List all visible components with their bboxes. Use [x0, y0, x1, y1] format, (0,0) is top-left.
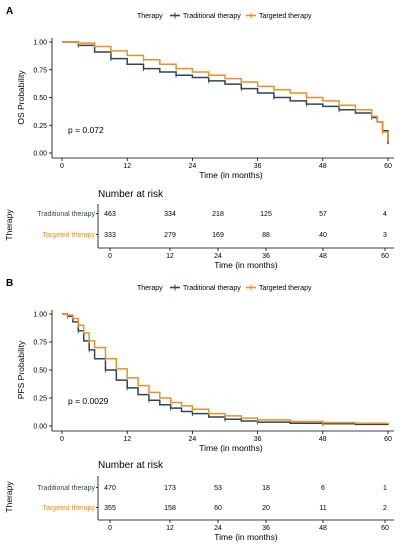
y-tick-label: 0.00 — [33, 151, 47, 158]
risk-value: 60 — [214, 505, 222, 512]
risk-x-tick-label: 0 — [108, 525, 112, 532]
panel-letter: A — [6, 6, 13, 17]
risk-value: 20 — [262, 505, 270, 512]
risk-x-tick-label: 48 — [319, 253, 327, 260]
risk-x-tick-label: 36 — [262, 525, 270, 532]
risk-axis-title: Therapy — [4, 209, 14, 241]
y-axis-label: OS Probability — [16, 70, 26, 125]
risk-value: 169 — [212, 232, 224, 239]
risk-title: Number at risk — [98, 460, 164, 471]
x-axis-label: Time (in months) — [199, 170, 263, 180]
risk-value: 218 — [212, 211, 224, 218]
legend-title: Therapy — [137, 13, 163, 20]
risk-x-tick-label: 24 — [214, 525, 222, 532]
panel-b: B Therapy Traditional therapy Targeted ther… — [4, 278, 394, 542]
risk-x-tick-label: 36 — [262, 253, 270, 260]
legend-item: Traditional therapy — [183, 285, 241, 292]
risk-value: 470 — [104, 485, 116, 492]
risk-value: 279 — [164, 232, 176, 239]
risk-axis-title: Therapy — [4, 481, 14, 513]
x-tick-label: 60 — [384, 163, 392, 170]
risk-title: Number at risk — [98, 189, 164, 200]
panel-a: A Therapy Traditional therapy Targeted ther… — [4, 6, 394, 270]
risk-table: Number at risk Therapy Traditional therapy… — [4, 460, 394, 542]
risk-x-tick-label: 60 — [381, 525, 389, 532]
y-tick-label: 0.50 — [33, 368, 47, 375]
risk-value: 463 — [104, 211, 116, 218]
risk-value: 88 — [262, 232, 270, 239]
risk-value: 173 — [164, 485, 176, 492]
y-tick-label: 0.75 — [33, 340, 47, 347]
risk-table: Number at risk Therapy Traditional therapy… — [4, 189, 394, 270]
risk-value: 355 — [104, 505, 116, 512]
risk-row-label: Targeted therapy — [42, 232, 95, 239]
risk-value: 40 — [319, 232, 327, 239]
risk-x-axis-label: Time (in months) — [214, 532, 278, 542]
risk-value: 3 — [383, 232, 387, 239]
x-tick-label: 36 — [254, 163, 262, 170]
x-tick-label: 24 — [189, 163, 197, 170]
risk-x-tick-label: 48 — [319, 525, 327, 532]
risk-value: 53 — [214, 485, 222, 492]
p-value: p = 0.0029 — [68, 396, 109, 406]
risk-value: 4 — [383, 211, 387, 218]
risk-value: 125 — [260, 211, 272, 218]
x-tick-label: 0 — [60, 163, 64, 170]
y-axis-label: PFS Probability — [16, 340, 26, 399]
legend-title: Therapy — [137, 285, 163, 292]
y-tick-label: 0.25 — [33, 123, 47, 130]
risk-value: 57 — [319, 211, 327, 218]
legend: Therapy Traditional therapy Targeted thera… — [137, 12, 312, 20]
risk-row-label: Traditional therapy — [37, 485, 95, 492]
x-tick-label: 60 — [384, 436, 392, 443]
risk-x-tick-label: 12 — [166, 525, 174, 532]
y-tick-label: 0.50 — [33, 95, 47, 102]
risk-value: 1 — [383, 485, 387, 492]
risk-value: 333 — [104, 232, 116, 239]
curve-targeted — [62, 313, 389, 424]
y-tick-label: 0.25 — [33, 396, 47, 403]
risk-x-axis-label: Time (in months) — [214, 260, 278, 270]
p-value: p = 0.072 — [68, 125, 104, 135]
legend-item: Targeted therapy — [259, 13, 312, 20]
risk-x-tick-label: 24 — [214, 253, 222, 260]
y-tick-label: 0.00 — [33, 424, 47, 431]
x-tick-label: 36 — [254, 436, 262, 443]
plot-axes: 0.00 0.25 0.50 0.75 1.00 0 12 24 36 48 60 Time (in … — [16, 38, 394, 180]
legend: Therapy Traditional therapy Targeted thera… — [137, 284, 312, 292]
x-tick-label: 48 — [319, 436, 327, 443]
plot-axes: 0.00 0.25 0.50 0.75 1.00 0 12 24 36 48 60 Time (in … — [16, 310, 394, 453]
x-tick-label: 12 — [123, 436, 131, 443]
x-tick-label: 12 — [123, 163, 131, 170]
y-tick-label: 0.75 — [33, 67, 47, 74]
risk-value: 18 — [262, 485, 270, 492]
x-tick-label: 24 — [189, 436, 197, 443]
risk-row-label: Targeted therapy — [42, 505, 95, 512]
risk-value: 6 — [321, 485, 325, 492]
risk-value: 11 — [319, 505, 326, 512]
y-tick-label: 1.00 — [33, 312, 47, 319]
risk-x-tick-label: 60 — [381, 253, 389, 260]
risk-value: 158 — [164, 505, 176, 512]
risk-value: 334 — [164, 211, 176, 218]
curve-traditional — [62, 313, 389, 426]
risk-x-tick-label: 12 — [166, 253, 174, 260]
legend-item: Targeted therapy — [259, 285, 312, 292]
risk-value: 2 — [383, 505, 387, 512]
panel-letter: B — [6, 278, 13, 289]
risk-row-label: Traditional therapy — [37, 211, 95, 218]
y-tick-label: 1.00 — [33, 40, 47, 47]
x-axis-label: Time (in months) — [199, 443, 263, 453]
x-tick-label: 0 — [60, 436, 64, 443]
risk-x-tick-label: 0 — [108, 253, 112, 260]
x-tick-label: 48 — [319, 163, 327, 170]
legend-item: Traditional therapy — [183, 13, 241, 20]
